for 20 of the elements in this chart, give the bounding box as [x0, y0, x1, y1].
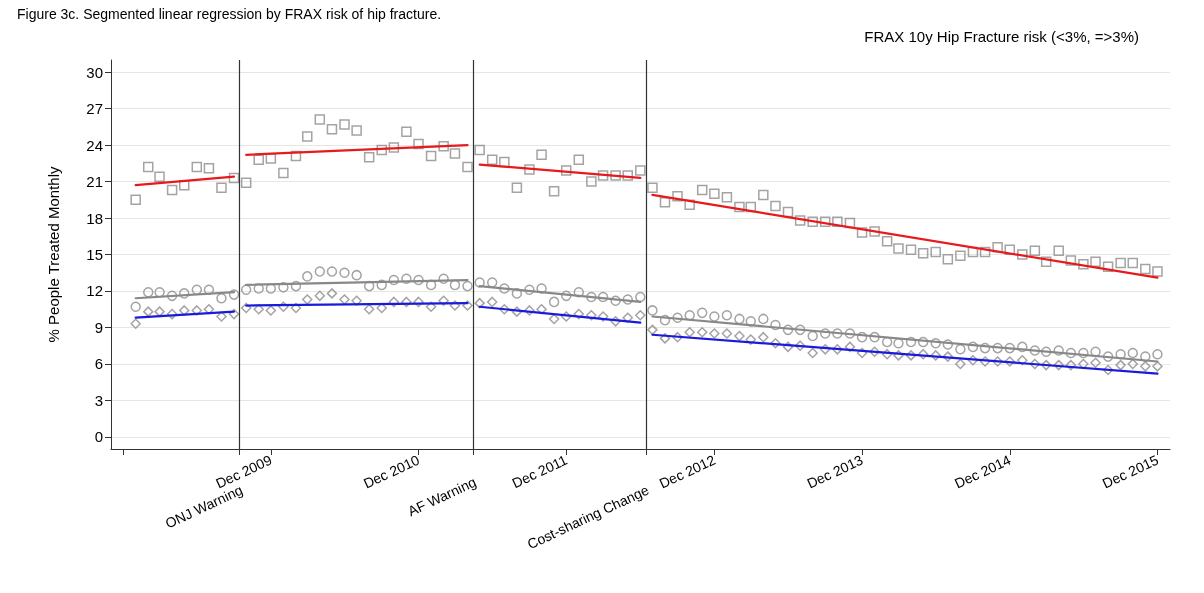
x-tick-label: Dec 2010 — [360, 451, 423, 492]
y-tick-label: 21 — [86, 173, 103, 191]
x-tick-label: Dec 2013 — [804, 451, 866, 492]
y-tick-label: 30 — [86, 63, 103, 81]
y-tick-label: 9 — [94, 318, 103, 336]
chart-subtitle: FRAX 10y Hip Fracture risk (<3%, =>3%) — [864, 28, 1140, 45]
y-tick-label: 18 — [86, 209, 103, 227]
x-tick-label: Dec 2012 — [656, 451, 718, 492]
x-tick-label: Dec 2014 — [952, 451, 1014, 492]
y-tick-label: 24 — [86, 136, 103, 154]
y-tick-label: 15 — [86, 246, 103, 263]
y-axis-title: % People Treated Monthly — [45, 166, 62, 343]
y-tick-label: 6 — [94, 355, 103, 373]
y-tick-label: 3 — [94, 391, 103, 409]
x-tick-label: Dec 2015 — [1099, 451, 1162, 492]
y-tick-label: 12 — [86, 282, 103, 300]
y-tick-label: 27 — [86, 100, 103, 118]
y-tick-label: 0 — [94, 428, 103, 446]
chart-title: Figure 3c. Segmented linear regression by FRAX risk of hip fracture. — [17, 6, 442, 22]
x-tick-label: Dec 2011 — [509, 451, 570, 492]
